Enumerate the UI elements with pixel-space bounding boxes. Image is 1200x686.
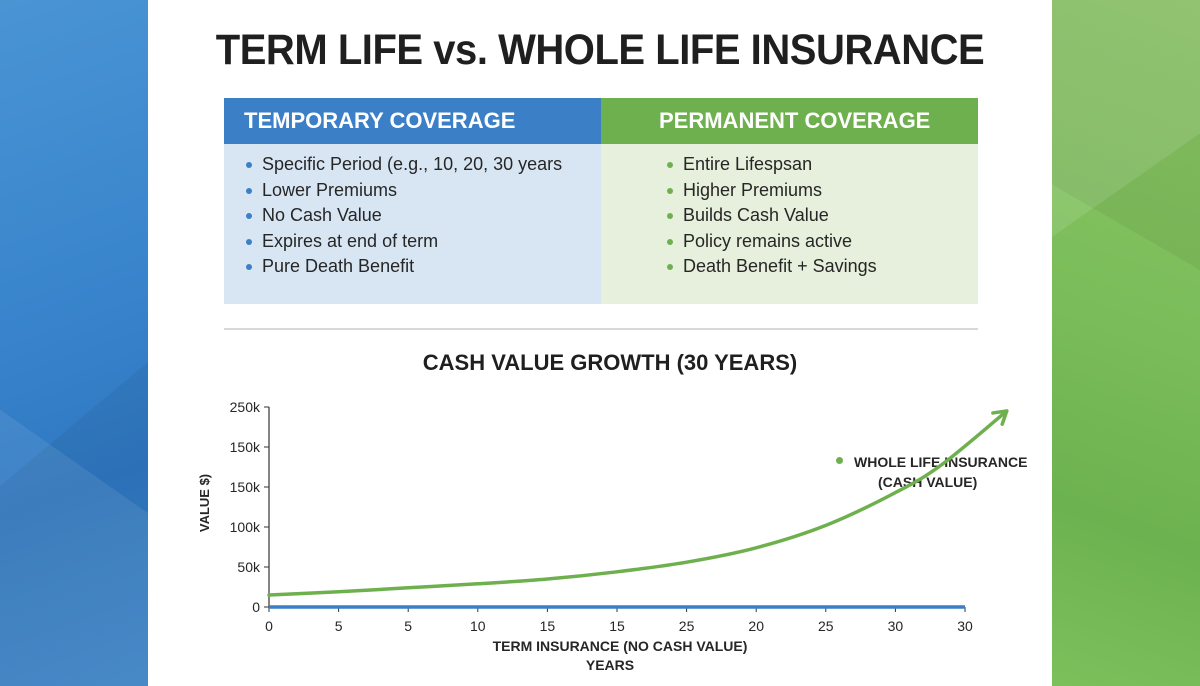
- bullet-icon: [246, 238, 252, 245]
- bullet-icon: [667, 238, 673, 245]
- list-item: Expires at end of term: [224, 229, 601, 255]
- legend-label-line-2: (CASH VALUE): [878, 474, 978, 490]
- list-item: No Cash Value: [224, 203, 601, 229]
- whole-life-column: PERMANENT COVERAGE Entire Lifespsan High…: [601, 98, 978, 304]
- y-axis-title: VALUE $): [197, 474, 212, 532]
- bullet-icon: [667, 264, 673, 270]
- bullet-icon: [246, 162, 252, 168]
- list-item: Builds Cash Value: [601, 203, 978, 229]
- list-item: Death Benefit + Savings: [601, 254, 978, 280]
- chart-legend: WHOLE LIFE INSURANCE (CASH VALUE): [836, 452, 1027, 492]
- page-title: TERM LIFE vs. WHOLE LIFE INSURANCE: [215, 26, 985, 74]
- bullet-icon: [246, 264, 252, 270]
- list-item: Pure Death Benefit: [224, 254, 601, 280]
- x-tick-label: 20: [748, 618, 764, 634]
- right-background-green: [1052, 0, 1200, 686]
- chart-title: CASH VALUE GROWTH (30 YEARS): [422, 350, 798, 375]
- y-tick-label: 150k: [230, 439, 261, 455]
- term-life-column: TEMPORARY COVERAGE Specific Period (e.g.…: [224, 98, 601, 304]
- x-axis-title: YEARS: [586, 657, 634, 673]
- bullet-icon: [667, 213, 673, 219]
- whole-feature-list: Entire Lifespsan Higher Premiums Builds …: [601, 144, 978, 280]
- list-item: Specific Period (e.g., 10, 20, 30 years: [224, 152, 601, 178]
- legend-label-line-1: WHOLE LIFE INSURANCE: [854, 454, 1028, 470]
- list-item: Entire Lifespsan: [601, 152, 978, 178]
- y-tick-label: 50k: [237, 559, 261, 575]
- term-feature-list: Specific Period (e.g., 10, 20, 30 years …: [224, 144, 601, 280]
- y-tick-label: 150k: [230, 479, 261, 495]
- section-divider: [224, 328, 978, 330]
- y-tick-label: 100k: [230, 519, 261, 535]
- x-tick-label: 15: [609, 618, 625, 634]
- x-tick-label: 30: [888, 618, 904, 634]
- term-column-heading: TEMPORARY COVERAGE: [224, 98, 601, 144]
- x-tick-label: 25: [679, 618, 695, 634]
- x-tick-label: 15: [540, 618, 556, 634]
- infographic-panel: TERM LIFE vs. WHOLE LIFE INSURANCE TEMPO…: [148, 0, 1052, 686]
- bullet-icon: [667, 162, 673, 168]
- y-tick-label: 0: [252, 599, 260, 615]
- x-tick-label: 10: [470, 618, 486, 634]
- x-tick-label: 30: [957, 618, 973, 634]
- bullet-icon: [246, 213, 252, 219]
- whole-life-curve: [267, 409, 1009, 597]
- whole-column-heading: PERMANENT COVERAGE: [601, 98, 978, 144]
- bullet-icon: [246, 187, 252, 194]
- x-tick-label: 5: [404, 618, 412, 634]
- x-tick-label: 25: [818, 618, 834, 634]
- legend-marker-whole-life: [836, 457, 843, 464]
- left-background-blue: [0, 0, 148, 686]
- whole-life-arrow-icon: [991, 409, 1009, 426]
- bullet-icon: [667, 187, 673, 194]
- list-item: Higher Premiums: [601, 178, 978, 204]
- list-item: Policy remains active: [601, 229, 978, 255]
- x-tick-label: 0: [265, 618, 273, 634]
- x-tick-label: 5: [335, 618, 343, 634]
- list-item: Lower Premiums: [224, 178, 601, 204]
- term-insurance-label: TERM INSURANCE (NO CASH VALUE): [493, 638, 748, 654]
- y-tick-label: 250k: [230, 399, 261, 415]
